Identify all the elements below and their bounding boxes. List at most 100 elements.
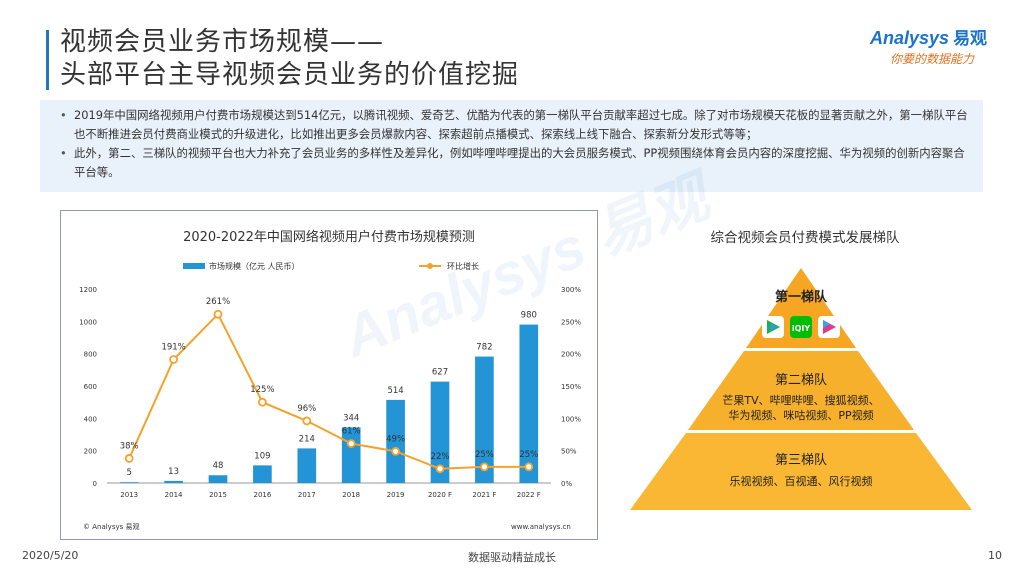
growth-point-2016 [257,397,267,407]
y-tick-label: 800 [84,351,97,359]
summary-bullet-1: 2019年中国网络视频用户付费市场规模达到514亿元，以腾讯视频、爱奇艺、优酷为… [60,106,971,144]
y2-tick-label: 300% [561,286,581,294]
bar-2020 F [430,381,450,483]
x-tick-label: 2019 [387,491,405,499]
x-tick-label: 2021 F [472,491,496,499]
y-tick-label: 600 [84,383,97,391]
summary-bullet-2: 此外，第二、三梯队的视频平台也大力补充了会员业务的多样性及差异化，例如哔哩哔哩提… [60,144,971,182]
summary-box: 2019年中国网络视频用户付费市场规模达到514亿元，以腾讯视频、爱奇艺、优酷为… [40,100,983,192]
bar-value-label: 13 [168,467,179,477]
growth-label: 38% [120,441,139,451]
market-size-chart: 2020-2022年中国网络视频用户付费市场规模预测 市场规模（亿元 人民币） … [60,210,598,540]
legend-line-marker [427,263,433,269]
bar-value-label: 782 [476,343,492,353]
growth-point-2018 [346,439,356,448]
y2-tick-label: 150% [561,383,581,391]
growth-point-2022 F [524,462,534,472]
tier2-line1: 芒果TV、哔哩哔哩、搜狐视频、 [722,393,879,407]
y2-tick-label: 250% [561,318,581,326]
growth-label: 25% [475,450,494,460]
bar-2016 [253,465,272,483]
tier-pyramid: 第一梯队 iQIY 第二梯队 芒果TV、哔哩哔哩、搜狐视频、 华为视频、咪咕视频… [630,268,972,510]
tier1-label: 第一梯队 [775,289,828,305]
growth-point-2020 F [435,464,445,474]
youku-icon [818,316,840,338]
growth-label: 96% [297,404,316,414]
x-tick-label: 2015 [209,491,227,499]
logo-slogan: 你要的数据能力 [890,52,975,66]
footer-date: 2020/5/20 [22,549,79,562]
tier2-line2: 华为视频、咪咕视频、PP视频 [728,408,873,422]
y-tick-label: 1200 [79,286,97,294]
legend-bar-swatch [183,263,205,269]
logo-brand: nalysys [883,28,950,48]
bar-value-label: 5 [126,468,131,478]
chart-site: www.analysys.cn [511,523,571,531]
x-tick-label: 2017 [298,491,316,499]
x-tick-label: 2022 F [517,491,541,499]
bar-value-label: 514 [387,386,403,396]
growth-point-2019 [391,446,401,456]
growth-point-2017 [302,416,312,426]
bar-value-label: 980 [521,311,537,321]
bar-2019 [386,399,405,483]
bar-2015 [208,475,228,483]
tier3-label: 第三梯队 [775,453,827,468]
growth-label: 49% [386,434,405,444]
bar-2021 F [475,356,494,483]
svg-text:iQIY: iQIY [792,324,811,333]
chart-title: 2020-2022年中国网络视频用户付费市场规模预测 [183,229,475,245]
bar-2014 [164,480,183,483]
chart-source: © Analysys 易观 [83,523,140,531]
bar-value-label: 214 [299,434,315,444]
y-tick-label: 200 [84,448,97,456]
tencent-video-icon [762,316,784,338]
y-tick-label: 400 [84,415,97,423]
growth-label: 191% [161,342,185,352]
chart-legend: 市场规模（亿元 人民币） 环比增长 [183,261,479,271]
x-tick-label: 2016 [253,491,271,499]
tier2-label: 第二梯队 [775,373,827,388]
bar-value-label: 109 [254,451,270,461]
growth-point-2014 [169,355,178,364]
logo-brand-prefix: A [870,28,883,48]
bar-2013 [119,482,139,483]
bar-2017 [297,448,317,483]
growth-label: 125% [250,385,274,395]
pyramid-tier3-shape [630,433,972,510]
growth-line [128,312,529,470]
x-tick-label: 2014 [165,491,183,499]
tier3-line1: 乐视视频、百视通、风行视频 [730,474,873,488]
y2-tick-label: 200% [561,351,581,359]
page-title: 视频会员业务市场规模—— 头部平台主导视频会员业务的价值挖掘 [60,26,519,92]
y-tick-label: 0 [93,480,97,488]
legend-bar-label: 市场规模（亿元 人民币） [209,261,300,271]
iqiyi-icon: iQIY [790,316,812,338]
growth-point-2013 [124,454,134,463]
bar-value-label: 627 [432,368,448,378]
logo-brand-cn: 易观 [953,29,988,49]
growth-label: 25% [519,450,538,460]
pyramid-title: 综合视频会员付费模式发展梯队 [710,230,900,246]
page-title-line1: 视频会员业务市场规模—— [60,27,385,57]
y2-tick-label: 50% [561,448,577,456]
growth-label: 22% [431,452,450,462]
summary-list: 2019年中国网络视频用户付费市场规模达到514亿元，以腾讯视频、爱奇艺、优酷为… [40,100,983,182]
bar-2022 F [519,324,539,483]
footer-slogan: 数据驱动精益成长 [468,551,556,564]
x-tick-label: 2018 [342,491,360,499]
bar-value-label: 48 [213,461,224,471]
growth-label: 261% [206,297,230,307]
page-title-line2: 头部平台主导视频会员业务的价值挖掘 [60,60,520,90]
y2-tick-label: 0% [561,480,572,488]
growth-label: 61% [342,427,361,437]
y-tick-label: 1000 [79,318,97,326]
pyramid-tier2-shape [688,351,914,430]
y2-tick-label: 100% [561,415,581,423]
market-size-chart-svg: 2020-2022年中国网络视频用户付费市场规模预测 市场规模（亿元 人民币） … [79,229,581,531]
growth-point-2015 [213,309,223,319]
page-number: 10 [988,549,1002,562]
x-tick-label: 2013 [120,491,138,499]
title-accent-bar [46,30,49,90]
analysys-logo: Analysys 易观 你要的数据能力 [870,24,1010,68]
